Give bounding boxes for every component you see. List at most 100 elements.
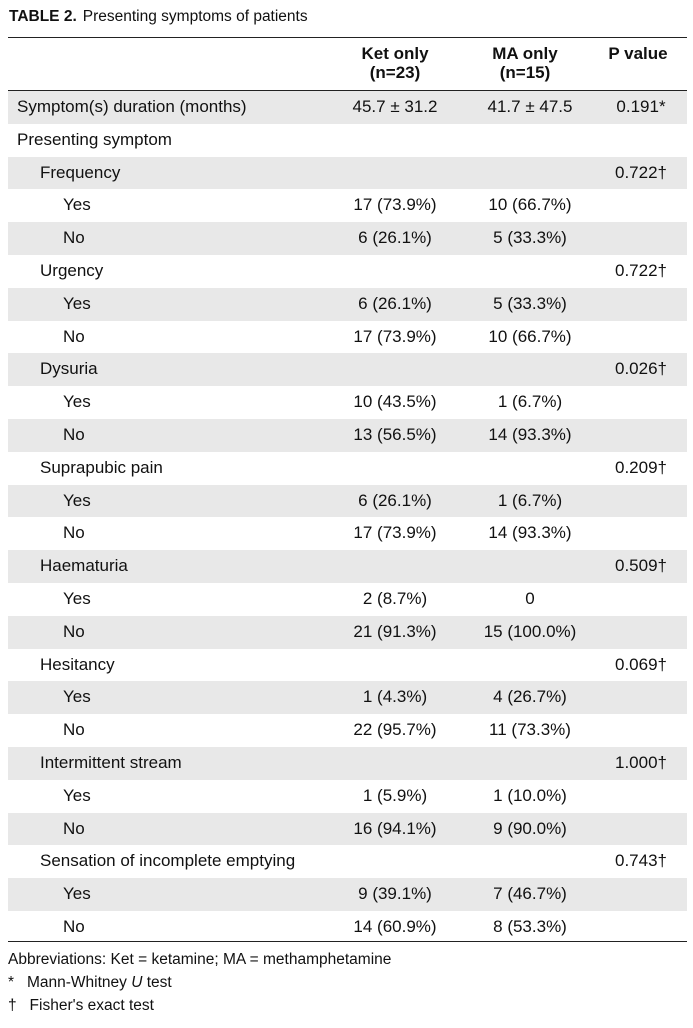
- cell-ma: 8 (53.3%): [493, 916, 567, 936]
- cell-ket: 22 (95.7%): [353, 720, 437, 740]
- cell-ket: 9 (39.1%): [358, 884, 432, 904]
- table-row: Yes 1 (5.9%) 1 (10.0%): [8, 780, 687, 813]
- table-row: Symptom(s) duration (months) 45.7 ± 31.2 4…: [8, 91, 687, 124]
- cell-ket: 13 (56.5%): [353, 424, 437, 444]
- row-label: No: [63, 916, 85, 936]
- cell-ket: 21 (91.3%): [353, 621, 437, 641]
- column-header-ma-line1: MA only: [492, 44, 558, 63]
- table-row: Yes 17 (73.9%) 10 (66.7%): [8, 189, 687, 222]
- row-label: Urgency: [40, 260, 104, 280]
- cell-ma: 9 (90.0%): [493, 818, 567, 838]
- row-label: Yes: [63, 293, 91, 313]
- cell-ket: 16 (94.1%): [353, 818, 437, 838]
- column-header-pvalue: P value: [608, 44, 668, 63]
- cell-ket: 17 (73.9%): [353, 326, 437, 346]
- footnote-fisher: † Fisher's exact test: [8, 994, 688, 1017]
- cell-ma: 1 (10.0%): [493, 785, 567, 805]
- header-rule: [8, 90, 687, 91]
- cell-ma: 11 (73.3%): [489, 720, 571, 740]
- table-row: Haematuria 0.509†: [8, 550, 687, 583]
- cell-ket: 17 (73.9%): [353, 195, 437, 215]
- footnote-symbol-asterisk: *: [8, 974, 15, 991]
- row-label: No: [63, 523, 85, 543]
- cell-ket: 6 (26.1%): [358, 293, 432, 313]
- row-label: Intermittent stream: [40, 752, 182, 772]
- row-label: No: [63, 818, 85, 838]
- cell-pvalue: 0.722†: [615, 260, 667, 280]
- cell-ma: 5 (33.3%): [493, 228, 567, 248]
- table-row: Dysuria 0.026†: [8, 353, 687, 387]
- row-label: No: [63, 621, 85, 641]
- cell-pvalue: 0.743†: [615, 851, 667, 871]
- column-header-ket-line2: (n=23): [369, 63, 421, 82]
- cell-pvalue: 0.722†: [615, 162, 667, 182]
- table-row: No 21 (91.3%) 15 (100.0%): [8, 615, 687, 649]
- table-row: No 6 (26.1%) 5 (33.3%): [8, 222, 687, 255]
- table-row: Yes 2 (8.7%) 0: [8, 583, 687, 616]
- table-row: Suprapubic pain 0.209†: [8, 452, 687, 485]
- table-row: Intermittent stream 1.000†: [8, 746, 687, 780]
- footnote-text: Fisher's exact test: [29, 997, 154, 1014]
- cell-ma: 14 (93.3%): [488, 523, 572, 543]
- table-row: No 17 (73.9%) 14 (93.3%): [8, 517, 687, 550]
- table-row: Yes 6 (26.1%) 1 (6.7%): [8, 484, 687, 518]
- table-row: Yes 9 (39.1%) 7 (46.7%): [8, 878, 687, 911]
- column-header-ma-line2: (n=15): [499, 63, 551, 82]
- row-label: Yes: [63, 588, 91, 608]
- row-label: Dysuria: [40, 359, 98, 379]
- row-label: Yes: [63, 785, 91, 805]
- cell-ket: 6 (26.1%): [358, 490, 432, 510]
- table-row: No 22 (95.7%) 11 (73.3%): [8, 714, 687, 747]
- cell-ma: 10 (66.7%): [488, 326, 572, 346]
- column-header-ket: Ket only (n=23): [335, 44, 455, 82]
- table-row: No 13 (56.5%) 14 (93.3%): [8, 418, 687, 452]
- column-header-ket-line1: Ket only: [361, 44, 429, 63]
- cell-ma: 14 (93.3%): [488, 424, 572, 444]
- table-footnotes: Abbreviations: Ket = ketamine; MA = meth…: [8, 948, 688, 1017]
- row-label: Yes: [63, 392, 91, 412]
- cell-ket: 2 (8.7%): [362, 588, 428, 608]
- cell-pvalue: 0.069†: [615, 654, 667, 674]
- footnote-text: test: [142, 974, 172, 991]
- table-row: Yes 1 (4.3%) 4 (26.7%): [8, 681, 687, 715]
- table-row: Urgency 0.722†: [8, 255, 687, 288]
- cell-pvalue: 0.026†: [615, 359, 667, 379]
- cell-ma: 1 (6.7%): [497, 490, 563, 510]
- cell-pvalue: 0.509†: [615, 556, 667, 576]
- row-label: Suprapubic pain: [40, 457, 163, 477]
- table-row: Yes 10 (43.5%) 1 (6.7%): [8, 386, 687, 419]
- cell-ket: 1 (5.9%): [362, 785, 428, 805]
- footnote-text-italic: U: [131, 974, 143, 991]
- bottom-rule: [8, 941, 687, 942]
- column-header-ma: MA only (n=15): [465, 44, 585, 82]
- row-label: Frequency: [40, 162, 121, 182]
- cell-pvalue: 0.191*: [616, 97, 666, 116]
- cell-ket: 45.7 ± 31.2: [352, 97, 438, 116]
- cell-ma: 4 (26.7%): [493, 687, 567, 707]
- row-label: Yes: [63, 490, 91, 510]
- cell-ma: 15 (100.0%): [483, 621, 577, 641]
- table-body: Symptom(s) duration (months) 45.7 ± 31.2 4…: [8, 91, 687, 944]
- cell-ket: 14 (60.9%): [353, 916, 437, 936]
- table-caption: TABLE 2. Presenting symptoms of patients: [9, 7, 689, 27]
- cell-ma: 10 (66.7%): [488, 195, 572, 215]
- table-row: Hesitancy 0.069†: [8, 649, 687, 682]
- row-label: Hesitancy: [40, 654, 115, 674]
- cell-ket: 17 (73.9%): [353, 523, 437, 543]
- table-row: No 17 (73.9%) 10 (66.7%): [8, 321, 687, 354]
- table-row: Sensation of incomplete emptying 0.743†: [8, 845, 687, 878]
- row-label: No: [63, 228, 85, 248]
- row-label: No: [63, 424, 85, 444]
- cell-ma: 5 (33.3%): [493, 293, 567, 313]
- cell-ket: 10 (43.5%): [353, 392, 437, 412]
- table-number: TABLE 2.: [9, 8, 77, 25]
- footnote-abbreviations: Abbreviations: Ket = ketamine; MA = meth…: [8, 951, 392, 968]
- table-row: No 16 (94.1%) 9 (90.0%): [8, 812, 687, 846]
- table-row: Frequency 0.722†: [8, 156, 687, 190]
- top-rule: [8, 37, 687, 38]
- cell-ma: 1 (6.7%): [497, 392, 563, 412]
- row-label: No: [63, 720, 85, 740]
- cell-ma: 7 (46.7%): [493, 884, 567, 904]
- cell-pvalue: 0.209†: [615, 457, 667, 477]
- table-row: Yes 6 (26.1%) 5 (33.3%): [8, 287, 687, 321]
